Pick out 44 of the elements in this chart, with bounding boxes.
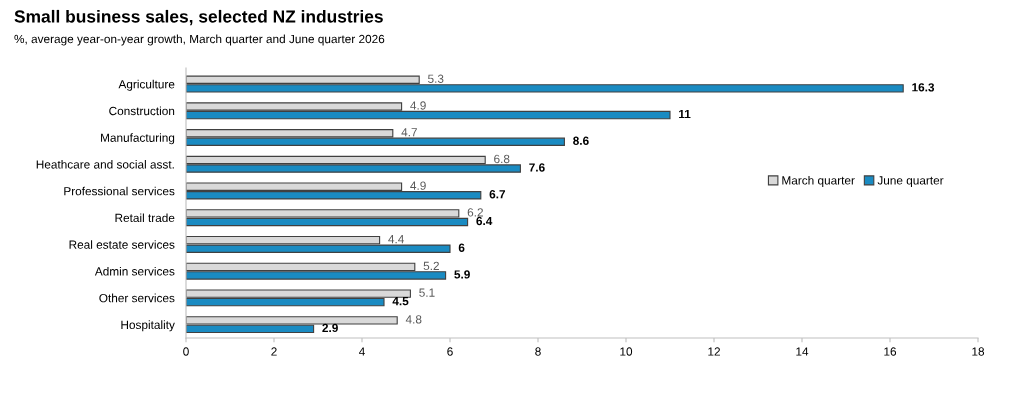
chart-subtitle: %, average year-on-year growth, March quarter and June quarter 2026: [14, 34, 385, 46]
x-tick-label: 14: [796, 347, 809, 356]
data-label: 4.5: [392, 297, 409, 306]
y-tick-label: Other services: [99, 293, 175, 303]
data-label: 4.9: [410, 181, 426, 190]
data-label: 6: [458, 243, 465, 252]
data-label: 4.9: [410, 101, 426, 110]
data-label: 6.7: [489, 190, 506, 199]
y-tick-label: Real estate services: [69, 240, 175, 249]
x-tick-label: 0: [183, 347, 189, 356]
data-label: 4.4: [388, 235, 404, 244]
data-label: 4.7: [401, 128, 417, 137]
data-label: 6.8: [494, 154, 510, 164]
data-label: 4.8: [405, 315, 422, 324]
x-tick-label: 6: [447, 347, 453, 356]
data-label: 5.1: [419, 288, 435, 297]
data-label: 6.4: [476, 216, 493, 226]
x-tick-label: 10: [620, 347, 633, 356]
data-label: 2.9: [322, 323, 338, 333]
y-tick-label: Professional services: [64, 186, 175, 196]
y-tick-label: Heathcare and social asst.: [36, 159, 174, 169]
data-label: 8.6: [573, 136, 589, 145]
chart-title: Small business sales, selected NZ industries: [14, 9, 383, 26]
x-tick-label: 4: [358, 347, 365, 356]
x-tick-label: 18: [972, 347, 985, 356]
y-tick-label: Admin services: [94, 266, 175, 276]
legend-label: March quarter: [782, 175, 855, 187]
data-label: 7.6: [529, 163, 545, 172]
data-label: 16.3: [912, 83, 935, 92]
x-tick-label: 12: [708, 347, 720, 356]
data-label: 11: [679, 109, 691, 119]
x-tick-label: 16: [884, 347, 897, 356]
y-tick-label: Hospitality: [121, 320, 175, 332]
data-label: 6.2: [467, 208, 483, 217]
y-tick-label: Manufacturing: [101, 133, 175, 145]
y-tick-label: Retail trade: [115, 213, 175, 223]
data-label: 5.3: [428, 74, 444, 83]
x-tick-label: 8: [535, 347, 541, 356]
x-tick-label: 2: [271, 347, 277, 356]
data-label: 5.9: [454, 270, 470, 279]
legend-label: June quarter: [877, 176, 944, 187]
data-label: 5.2: [423, 261, 439, 271]
y-tick-label: Agriculture: [118, 79, 175, 91]
y-tick-label: Construction: [109, 106, 175, 116]
